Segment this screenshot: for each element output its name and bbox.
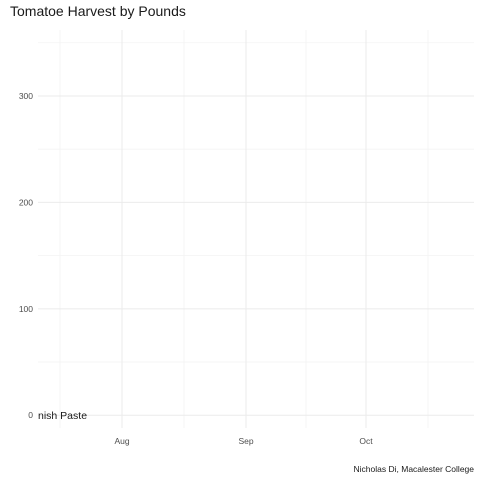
- y-axis-tick-labels: 0 100 200 300: [19, 91, 33, 420]
- x-tick-label: Oct: [359, 436, 373, 446]
- x-tick-label: Sep: [238, 436, 253, 446]
- x-axis-tick-labels: Aug Sep Oct: [114, 436, 373, 446]
- minor-gridlines: [38, 30, 474, 428]
- x-tick-label: Aug: [114, 436, 129, 446]
- y-tick-label: 300: [19, 91, 33, 101]
- series-layer: nish Paste: [38, 410, 87, 422]
- chart-title: Tomatoe Harvest by Pounds: [10, 3, 186, 19]
- major-gridlines: [38, 30, 474, 428]
- series-label: nish Paste: [38, 410, 87, 422]
- y-tick-label: 200: [19, 197, 33, 207]
- chart-caption: Nicholas Di, Macalester College: [354, 464, 475, 474]
- y-tick-label: 100: [19, 304, 33, 314]
- y-tick-label: 0: [28, 410, 33, 420]
